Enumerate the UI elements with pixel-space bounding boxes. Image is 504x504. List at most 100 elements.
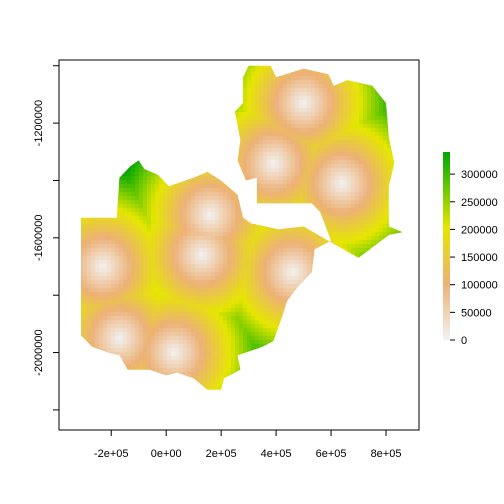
raster-cell bbox=[163, 80, 168, 85]
raster-cell bbox=[155, 120, 160, 125]
raster-cell bbox=[167, 72, 172, 77]
raster-cell bbox=[347, 264, 352, 269]
raster-cell bbox=[267, 168, 272, 173]
raster-cell bbox=[87, 184, 92, 189]
raster-cell bbox=[327, 140, 332, 145]
raster-cell bbox=[127, 140, 132, 145]
raster-cell bbox=[235, 224, 240, 229]
raster-cell bbox=[375, 152, 380, 157]
raster-cell bbox=[111, 256, 116, 261]
raster-cell bbox=[407, 232, 412, 237]
raster-cell bbox=[187, 156, 192, 161]
raster-cell bbox=[123, 112, 128, 117]
raster-cell bbox=[391, 236, 396, 241]
raster-cell bbox=[323, 108, 328, 113]
raster-cell bbox=[319, 152, 324, 157]
raster-cell bbox=[71, 228, 76, 233]
raster-cell bbox=[207, 268, 212, 273]
raster-cell bbox=[131, 264, 136, 269]
raster-cell bbox=[411, 180, 416, 185]
raster-cell bbox=[171, 140, 176, 145]
raster-cell bbox=[315, 172, 320, 177]
raster-cell bbox=[371, 212, 376, 217]
raster-cell bbox=[267, 216, 272, 221]
raster-cell bbox=[267, 152, 272, 157]
raster-cell bbox=[99, 208, 104, 213]
raster-cell bbox=[171, 100, 176, 105]
raster-cell bbox=[81, 236, 84, 241]
raster-cell bbox=[319, 276, 324, 281]
raster-cell bbox=[139, 108, 144, 113]
raster-cell bbox=[191, 204, 196, 209]
raster-cell bbox=[171, 236, 176, 241]
raster-cell bbox=[235, 272, 240, 277]
raster-cell bbox=[391, 268, 396, 273]
raster-cell bbox=[107, 132, 112, 137]
raster-cell bbox=[155, 264, 160, 269]
raster-cell bbox=[399, 116, 403, 121]
raster-cell bbox=[207, 208, 212, 213]
raster-cell bbox=[115, 236, 120, 241]
raster-cell bbox=[187, 108, 192, 113]
raster-cell bbox=[163, 204, 168, 209]
raster-cell bbox=[351, 96, 356, 101]
raster-cell bbox=[323, 128, 328, 133]
raster-cell bbox=[391, 244, 396, 249]
raster-cell bbox=[91, 152, 96, 157]
raster-cell bbox=[327, 68, 332, 73]
raster-cell bbox=[71, 216, 76, 221]
raster-cell bbox=[259, 180, 264, 185]
raster-cell bbox=[371, 152, 376, 157]
raster-cell bbox=[139, 112, 144, 117]
raster-cell bbox=[75, 96, 80, 101]
raster-cell bbox=[255, 248, 260, 253]
raster-cell bbox=[183, 84, 188, 89]
raster-cell bbox=[407, 136, 412, 141]
raster-cell bbox=[395, 180, 400, 185]
raster-cell bbox=[383, 152, 388, 157]
raster-cell bbox=[139, 224, 144, 229]
raster-cell bbox=[187, 216, 192, 221]
raster-cell bbox=[371, 108, 376, 113]
raster-cell bbox=[103, 104, 108, 109]
raster-cell bbox=[271, 108, 276, 113]
raster-cell bbox=[203, 200, 208, 205]
raster-cell bbox=[187, 244, 192, 249]
raster-cell bbox=[367, 80, 372, 85]
raster-cell bbox=[371, 80, 376, 85]
raster-cell bbox=[163, 104, 168, 109]
raster-cell bbox=[335, 65, 340, 69]
raster-cell bbox=[127, 260, 132, 265]
raster-cell bbox=[315, 232, 320, 237]
raster-cell bbox=[67, 188, 72, 193]
raster-cell bbox=[403, 76, 408, 81]
raster-cell bbox=[347, 200, 352, 205]
raster-cell bbox=[211, 148, 216, 153]
raster-cell bbox=[199, 184, 204, 189]
raster-cell bbox=[343, 65, 348, 69]
raster-cell bbox=[283, 88, 288, 93]
raster-cell bbox=[247, 96, 252, 101]
raster-cell bbox=[383, 120, 388, 125]
raster-cell bbox=[259, 252, 264, 257]
raster-cell bbox=[143, 88, 148, 93]
raster-cell bbox=[139, 208, 144, 213]
raster-cell bbox=[227, 132, 232, 137]
raster-cell bbox=[191, 104, 196, 109]
raster-cell bbox=[235, 228, 240, 233]
raster-cell bbox=[81, 128, 84, 133]
raster-cell bbox=[171, 168, 176, 173]
raster-cell bbox=[339, 192, 344, 197]
raster-cell bbox=[195, 84, 200, 89]
raster-cell bbox=[355, 244, 360, 249]
raster-cell bbox=[179, 236, 184, 241]
raster-cell bbox=[107, 240, 112, 245]
raster-cell bbox=[179, 112, 184, 117]
raster-cell bbox=[139, 236, 144, 241]
raster-cell bbox=[395, 276, 400, 281]
raster-cell bbox=[179, 100, 184, 105]
raster-cell bbox=[347, 240, 352, 245]
raster-cell bbox=[179, 200, 184, 205]
raster-cell bbox=[355, 236, 360, 241]
raster-cell bbox=[63, 252, 68, 257]
